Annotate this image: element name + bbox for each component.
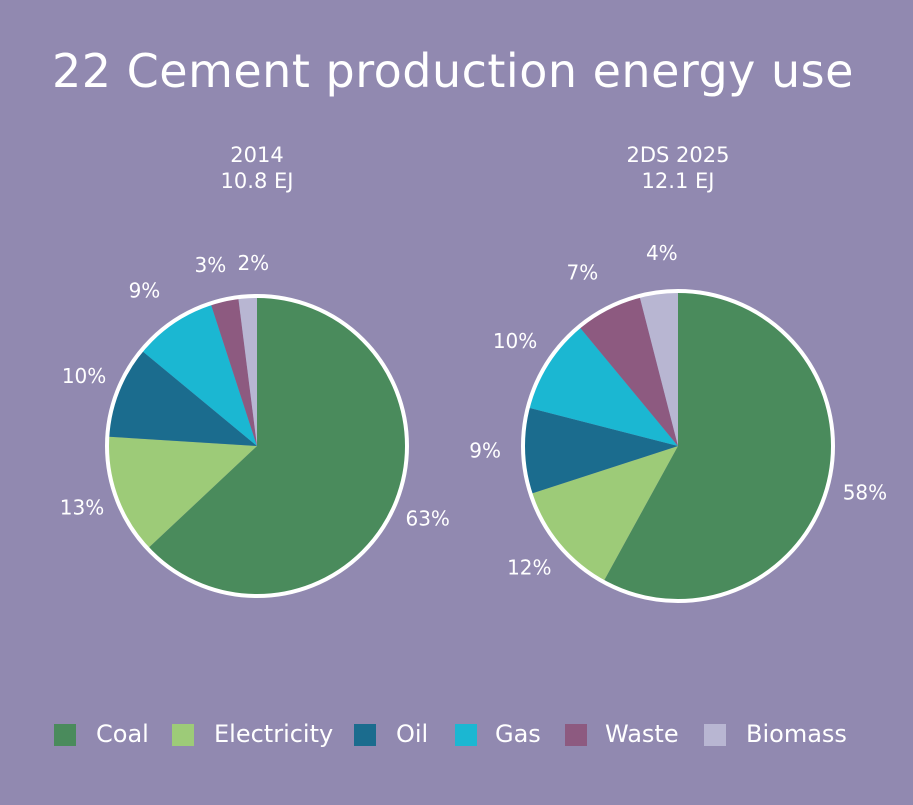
pie-2-total: 12.1 EJ <box>641 169 715 193</box>
legend-label-electricity: Electricity <box>214 720 334 748</box>
pie-2: 58% 12% 9% 10% 7% 4% <box>469 241 887 603</box>
pie-1-label-coal: 63% <box>405 506 449 530</box>
legend-label-gas: Gas <box>495 720 541 748</box>
pie-2-label-oil: 9% <box>469 439 501 463</box>
pie-2-slice-biomass <box>639 291 678 446</box>
pie-1-slice-electricity <box>107 436 257 549</box>
legend-swatch-gas <box>455 724 477 746</box>
pie-1-slice-coal <box>147 296 407 596</box>
legend-label-waste: Waste <box>605 720 679 748</box>
pie-1-label-oil: 10% <box>62 364 106 388</box>
pie-2-slice-electricity <box>530 446 678 582</box>
pie-2-label-waste: 7% <box>567 261 599 285</box>
pie-2-header: 2DS 2025 12.1 EJ <box>558 142 798 194</box>
pie-1-label-waste: 3% <box>195 253 227 277</box>
pie-1-year: 2014 <box>230 143 284 167</box>
pie-2-label-gas: 10% <box>493 329 537 353</box>
pie-1: 63% 13% 10% 9% 3% 2% <box>60 251 450 598</box>
pie-2-slice-coal <box>603 291 834 602</box>
pie-2-slice-oil <box>523 407 678 494</box>
pie-2-label-biomass: 4% <box>646 241 678 265</box>
pie-2-slice-gas <box>527 326 678 446</box>
legend-swatch-waste <box>565 724 587 746</box>
legend: Coal Electricity Oil Gas Waste Biomass <box>0 718 913 758</box>
legend-swatch-electricity <box>172 724 194 746</box>
pie-1-label-biomass: 2% <box>237 251 269 275</box>
legend-swatch-biomass <box>704 724 726 746</box>
pie-1-slice-oil <box>107 350 257 446</box>
legend-swatch-coal <box>54 724 76 746</box>
legend-label-biomass: Biomass <box>746 720 847 748</box>
pie-1-slice-waste <box>210 297 257 446</box>
pie-1-label-electricity: 13% <box>60 496 104 520</box>
pie-1-header: 2014 10.8 EJ <box>137 142 377 194</box>
pie-1-label-gas: 9% <box>129 279 161 303</box>
legend-swatch-oil <box>354 724 376 746</box>
pie-1-total: 10.8 EJ <box>220 169 294 193</box>
pie-2-slice-waste <box>579 295 678 446</box>
legend-label-oil: Oil <box>396 720 429 748</box>
pie-2-outline <box>521 289 835 603</box>
pie-1-slice-gas <box>141 303 257 446</box>
pie-2-scenario: 2DS 2025 <box>626 143 730 167</box>
pie-2-label-electricity: 12% <box>507 556 551 580</box>
pie-1-outline <box>105 294 409 598</box>
chart-title: 22 Cement production energy use <box>52 44 854 98</box>
pie-2-label-coal: 58% <box>843 480 887 504</box>
pie-1-slice-biomass <box>238 296 257 446</box>
legend-label-coal: Coal <box>96 720 149 748</box>
